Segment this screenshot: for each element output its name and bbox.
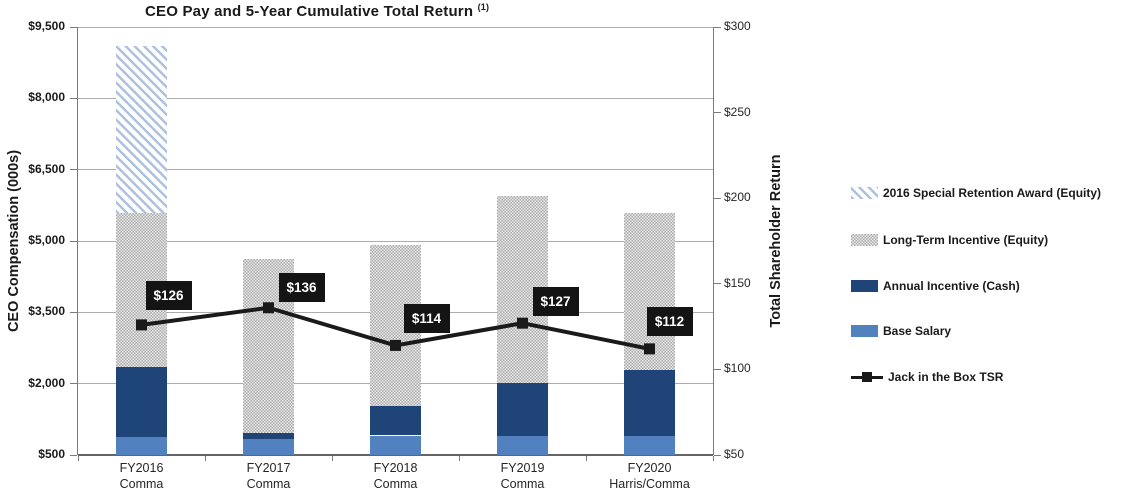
legend-label: 2016 Special Retention Award (Equity)	[883, 186, 1102, 200]
right-axis-tick-mark	[714, 283, 721, 285]
right-axis-tick-label: $50	[724, 447, 745, 461]
left-axis-tick-mark	[70, 383, 77, 385]
x-axis-label-line: FY2020	[627, 461, 672, 475]
left-axis-tick-mark	[70, 311, 77, 313]
left-axis-tick-label: $2,000	[28, 375, 65, 390]
x-axis-category-label: FY2017 Comma	[204, 460, 334, 492]
legend-item-base-salary: Base Salary	[851, 324, 951, 338]
bar-segment-base-salary	[243, 439, 294, 455]
left-axis-tick-mark	[70, 97, 77, 99]
x-axis-label-line: Comma	[246, 477, 291, 491]
chart-title: CEO Pay and 5-Year Cumulative Total Retu…	[145, 2, 489, 20]
right-axis-tick-mark	[714, 26, 721, 28]
left-axis-tick-label: $9,500	[28, 19, 65, 33]
footnote-marker: (1)	[477, 2, 490, 12]
x-axis-line	[78, 454, 713, 456]
x-axis-label-line: FY2019	[500, 461, 545, 475]
right-axis-tick-mark	[714, 112, 721, 114]
bar-segment-annual-incentive-cash	[243, 433, 294, 440]
tsr-data-label: $136	[278, 272, 325, 302]
gridline	[78, 169, 713, 171]
x-axis-tick-mark	[586, 456, 587, 461]
x-axis-tick-mark	[713, 456, 714, 461]
x-axis-tick-mark	[205, 456, 206, 461]
left-axis-tick-mark	[70, 454, 77, 456]
left-axis-tick-label: $6,500	[28, 161, 65, 176]
tsr-data-label: $114	[403, 304, 450, 334]
tsr-data-label: $127	[532, 287, 579, 317]
x-axis-tick-mark	[332, 456, 333, 461]
legend-swatch-annual-incentive-cash	[851, 280, 878, 292]
x-axis-tick-mark	[78, 456, 79, 461]
x-axis-label-line: FY2017	[246, 461, 291, 475]
left-axis-line	[77, 27, 78, 455]
gridline	[78, 240, 713, 242]
x-axis-category-label: FY2020 Harris/Comma	[585, 460, 715, 492]
right-axis-tick-label: $250	[724, 104, 751, 119]
right-axis-tick-label: $100	[724, 361, 751, 376]
legend-swatch-2016-special-retention-award-equity	[851, 187, 878, 199]
x-axis-label-line: Harris/Comma	[609, 477, 690, 491]
bar-segment-2016-special-retention-award-equity	[116, 46, 167, 213]
bar-segment-annual-incentive-cash	[497, 383, 548, 436]
right-axis-tick-label: $150	[724, 275, 751, 290]
legend-swatch-base-salary	[851, 325, 878, 337]
x-axis-label-line: Comma	[119, 477, 164, 491]
x-axis-category-label: FY2016 Comma	[77, 460, 207, 492]
right-axis-tick-label: $200	[724, 190, 751, 205]
right-axis-title: Total Shareholder Return	[768, 154, 784, 328]
x-axis-category-label: FY2019 Comma	[458, 460, 588, 492]
legend-item-jack-in-the-box-tsr: Jack in the Box TSR	[851, 370, 1003, 384]
x-axis-label-line: FY2016	[119, 461, 164, 475]
legend-item-annual-incentive-cash: Annual Incentive (Cash)	[851, 279, 1020, 293]
bar-segment-base-salary	[624, 436, 675, 455]
gridline	[78, 26, 713, 28]
right-axis-tick-mark	[714, 197, 721, 199]
legend-label: Base Salary	[883, 324, 952, 338]
bar-segment-annual-incentive-cash	[116, 366, 167, 437]
x-axis-label-line: FY2018	[373, 461, 418, 475]
right-axis-tick-mark	[714, 454, 721, 456]
bar-segment-long-term-incentive-equity	[624, 212, 675, 370]
left-axis-tick-mark	[70, 240, 77, 242]
bar-segment-base-salary	[116, 436, 167, 455]
bar-segment-annual-incentive-cash	[624, 369, 675, 437]
left-axis-tick-label: $5,000	[28, 233, 65, 247]
left-axis-tick-mark	[70, 169, 77, 171]
x-axis-category-label: FY2018 Comma	[331, 460, 461, 492]
chart-title-text: CEO Pay and 5-Year Cumulative Total Retu…	[145, 3, 474, 20]
bar-segment-annual-incentive-cash	[370, 405, 421, 436]
legend-item-long-term-incentive-equity: Long-Term Incentive (Equity)	[851, 233, 1048, 247]
left-axis-tick-label: $8,000	[28, 90, 65, 105]
legend-swatch-long-term-incentive-equity	[851, 234, 878, 246]
legend-label: Annual Incentive (Cash)	[883, 279, 1020, 293]
bar-segment-base-salary	[497, 435, 548, 455]
x-axis-label-line: Comma	[500, 477, 545, 491]
legend-item-2016-special-retention-award-equity: 2016 Special Retention Award (Equity)	[851, 186, 1101, 200]
right-axis-tick-mark	[714, 368, 721, 370]
legend-swatch-jack-in-the-box-tsr	[851, 372, 883, 383]
bar-segment-base-salary	[370, 435, 421, 455]
gridline	[78, 97, 713, 99]
right-axis-line	[713, 27, 714, 455]
x-axis-label-line: Comma	[373, 477, 418, 491]
left-axis-tick-label: $500	[38, 447, 65, 461]
legend-label: Long-Term Incentive (Equity)	[883, 233, 1049, 247]
x-axis-tick-mark	[459, 456, 460, 461]
legend-label: Jack in the Box TSR	[888, 370, 1004, 384]
right-axis-tick-label: $300	[724, 19, 751, 33]
tsr-data-label: $126	[145, 280, 192, 310]
tsr-data-label: $112	[646, 306, 693, 336]
left-axis-tick-mark	[70, 26, 77, 28]
left-axis-tick-label: $3,500	[28, 304, 65, 319]
